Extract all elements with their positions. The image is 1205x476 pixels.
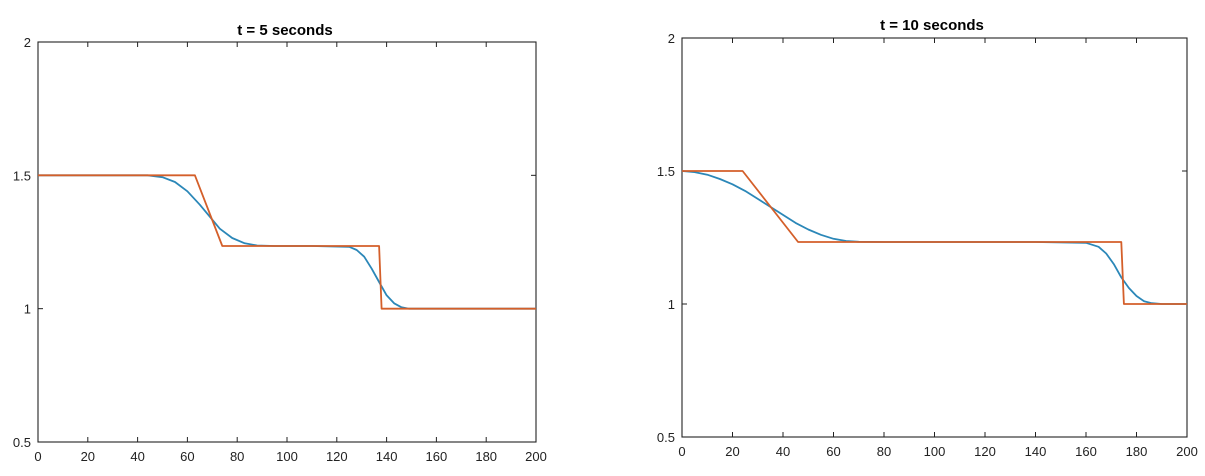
y-tick-label: 1 [668, 297, 675, 312]
x-tick-label: 40 [776, 444, 790, 459]
x-tick-label: 40 [130, 449, 144, 464]
x-tick-label: 120 [326, 449, 348, 464]
y-tick-label: 0.5 [13, 435, 31, 450]
x-tick-label: 0 [678, 444, 685, 459]
axis-ticks: 0 20 40 60 80 100 120 140 160 180 200 0.5 1 1.5 2 [657, 31, 1198, 459]
x-tick-label: 160 [426, 449, 448, 464]
y-tick-label: 1.5 [657, 164, 675, 179]
plot-lines [38, 174, 536, 310]
axis-ticks: 0 20 40 60 80 100 120 140 160 180 200 0.5 1 1.5 2 [13, 35, 547, 464]
series-line-sharp [682, 170, 1187, 305]
x-tick-label: 200 [525, 449, 547, 464]
y-tick-label: 0.5 [657, 430, 675, 445]
x-tick-label: 20 [725, 444, 739, 459]
series-line-sharp [38, 174, 536, 310]
x-tick-label: 100 [276, 449, 298, 464]
x-tick-label: 80 [230, 449, 244, 464]
x-tick-label: 0 [34, 449, 41, 464]
x-tick-label: 140 [1025, 444, 1047, 459]
chart-panel-right: t = 10 seconds 0 20 40 60 80 100 120 140 160 180 2… [657, 17, 1198, 459]
x-tick-label: 140 [376, 449, 398, 464]
y-tick-label: 2 [668, 31, 675, 46]
x-tick-label: 120 [974, 444, 996, 459]
x-tick-label: 60 [180, 449, 194, 464]
x-tick-label: 180 [475, 449, 497, 464]
x-tick-label: 80 [877, 444, 891, 459]
plot-frame [681, 37, 1188, 438]
chart-title: t = 5 seconds [237, 22, 332, 39]
x-tick-label: 160 [1075, 444, 1097, 459]
plot-frame [37, 41, 537, 443]
chart-title: t = 10 seconds [880, 17, 984, 34]
chart-panel-left: t = 5 seconds 0 20 40 60 80 100 120 140 160 180 20… [13, 22, 547, 464]
y-tick-label: 1.5 [13, 168, 31, 183]
x-tick-label: 180 [1126, 444, 1148, 459]
x-tick-label: 100 [924, 444, 946, 459]
x-tick-label: 60 [826, 444, 840, 459]
series-line-smooth [38, 174, 536, 310]
x-tick-label: 200 [1176, 444, 1198, 459]
y-tick-label: 2 [24, 35, 31, 50]
x-tick-label: 20 [81, 449, 95, 464]
y-tick-label: 1 [24, 302, 31, 317]
plot-lines [681, 170, 1187, 305]
